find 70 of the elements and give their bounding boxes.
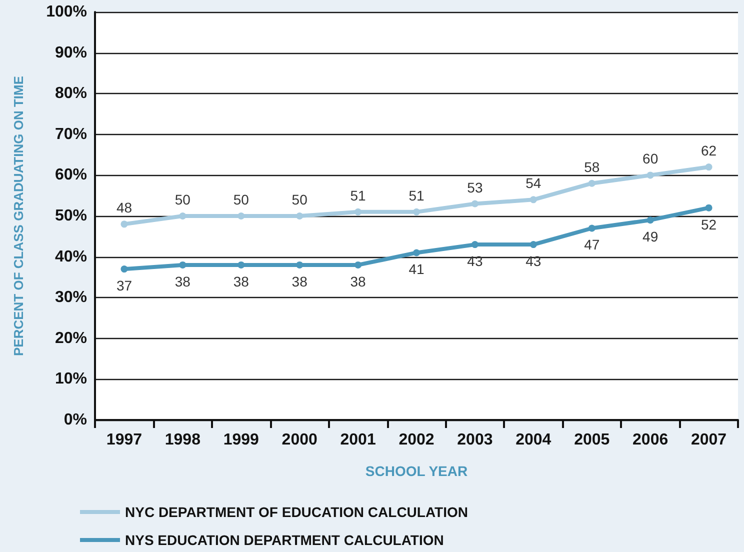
y-tick-label: 30% — [54, 289, 87, 306]
y-tick-label: 80% — [54, 85, 87, 102]
data-label: 52 — [700, 216, 717, 232]
point — [179, 212, 186, 220]
x-tick-label: 2002 — [398, 432, 434, 448]
point — [530, 241, 537, 248]
data-label: 38 — [174, 273, 191, 290]
data-label: 54 — [526, 175, 542, 192]
x-tick-label: 2005 — [574, 432, 610, 448]
data-label: 41 — [408, 261, 424, 278]
data-label: 53 — [467, 179, 483, 196]
point — [120, 220, 128, 228]
point — [705, 164, 712, 171]
y-tick-label: 100% — [46, 4, 87, 20]
legend-label: NYC DEPARTMENT OF EDUCATION CALCULATION — [125, 504, 468, 520]
data-label: 38 — [233, 273, 250, 290]
y-axis-title: PERCENT OF CLASS GRADUATING ON TIME — [11, 76, 26, 356]
point — [646, 172, 654, 179]
x-tick-label: 2006 — [632, 432, 668, 448]
point — [471, 200, 478, 208]
point — [705, 204, 712, 212]
x-tick-label: 2001 — [340, 432, 376, 448]
data-label: 49 — [642, 228, 658, 245]
data-label: 51 — [350, 187, 366, 204]
data-label: 38 — [292, 273, 308, 290]
point — [530, 196, 537, 204]
point — [588, 180, 596, 187]
point — [588, 224, 596, 232]
point — [179, 261, 186, 268]
point — [296, 261, 304, 268]
data-label: 60 — [642, 150, 658, 167]
data-label: 50 — [174, 192, 191, 208]
point — [413, 249, 420, 256]
point — [646, 216, 654, 224]
data-label: 43 — [467, 253, 483, 270]
x-tick-label: 1999 — [223, 432, 260, 448]
point — [120, 266, 128, 273]
x-tick-label: 2004 — [516, 432, 552, 448]
data-label: 50 — [233, 192, 250, 208]
y-tick-label: 70% — [54, 126, 87, 143]
y-tick-label: 10% — [54, 370, 87, 388]
x-axis-title: SCHOOL YEAR — [365, 463, 468, 479]
data-label: 58 — [584, 158, 600, 175]
x-tick-label: 2000 — [282, 432, 318, 448]
point — [354, 208, 362, 216]
data-label: 43 — [526, 253, 542, 270]
data-label: 62 — [700, 142, 717, 159]
data-label: 47 — [584, 236, 600, 253]
x-tick-label: 1998 — [164, 432, 201, 448]
point — [413, 208, 420, 216]
point — [296, 212, 304, 220]
point — [471, 241, 478, 248]
x-tick-label: 2007 — [690, 432, 727, 448]
point — [354, 261, 362, 268]
data-label: 50 — [292, 192, 308, 208]
point — [238, 212, 245, 220]
y-tick-label: 60% — [54, 166, 87, 184]
y-tick-label: 50% — [54, 208, 87, 224]
x-tick-label: 1997 — [106, 432, 142, 448]
point — [238, 261, 245, 268]
y-tick-label: 20% — [54, 330, 87, 347]
data-label: 51 — [408, 187, 424, 204]
data-label: 48 — [116, 200, 132, 216]
y-tick-label: 40% — [54, 248, 87, 266]
y-tick-label: 0% — [64, 412, 87, 428]
data-label: 37 — [116, 278, 132, 294]
y-tick-label: 90% — [54, 44, 87, 62]
x-tick-label: 2003 — [457, 432, 493, 448]
legend-label: NYS EDUCATION DEPARTMENT CALCULATION — [125, 532, 444, 548]
data-label: 38 — [350, 273, 366, 290]
